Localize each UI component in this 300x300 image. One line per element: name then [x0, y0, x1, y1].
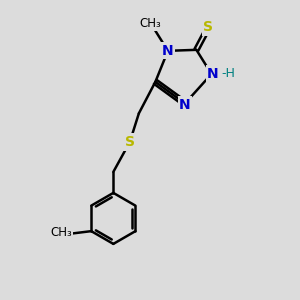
- Text: CH₃: CH₃: [50, 226, 72, 238]
- Text: N: N: [207, 67, 219, 81]
- Text: S: S: [203, 20, 213, 34]
- Text: -H: -H: [221, 67, 235, 80]
- Text: S: S: [125, 135, 135, 149]
- Text: N: N: [162, 44, 174, 58]
- Text: CH₃: CH₃: [139, 17, 161, 30]
- Text: N: N: [179, 98, 191, 112]
